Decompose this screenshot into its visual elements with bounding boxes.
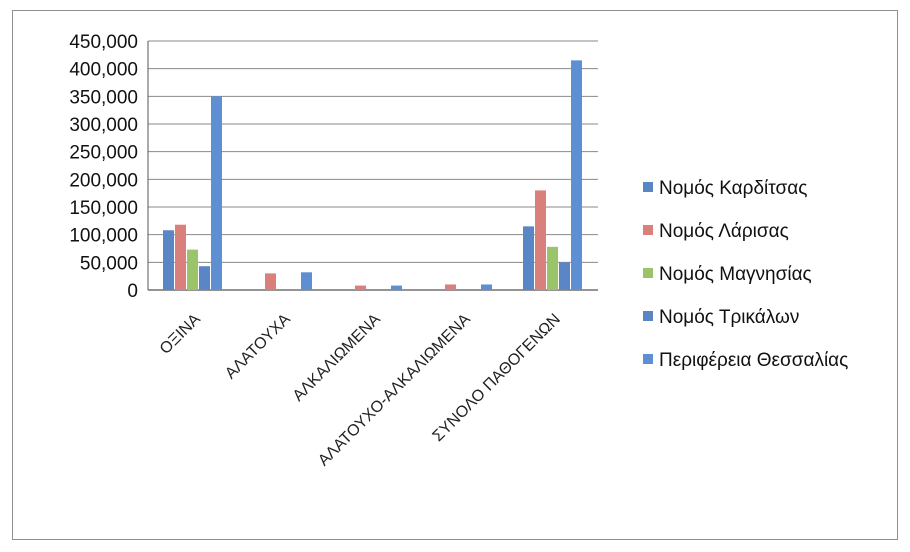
- y-tick-label: 450,000: [69, 32, 138, 53]
- legend-swatch: [643, 268, 653, 278]
- category-label: ΟΞΙΝΑ: [157, 311, 204, 358]
- legend-swatch: [643, 225, 653, 235]
- y-tick-label: 200,000: [69, 170, 138, 191]
- bar: [265, 273, 276, 290]
- bar: [211, 96, 222, 290]
- bar: [391, 285, 402, 290]
- y-tick-label: 250,000: [69, 143, 138, 164]
- bar: [523, 226, 534, 290]
- bar: [175, 224, 186, 290]
- legend-swatch: [643, 182, 653, 192]
- legend-label: Νομός Καρδίτσας: [659, 178, 807, 199]
- legend-label: Νομός Τρικάλων: [659, 307, 799, 328]
- bar: [163, 230, 174, 290]
- y-tick-label: 0: [127, 281, 138, 302]
- bar: [571, 60, 582, 290]
- bar: [355, 285, 366, 290]
- bar: [445, 284, 456, 290]
- bar: [301, 272, 312, 290]
- legend-label: Νομός Μαγνησίας: [659, 264, 812, 285]
- category-label: ΑΛΚΑΛΙΩΜΕΝΑ: [290, 311, 384, 405]
- y-tick-label: 300,000: [69, 115, 138, 136]
- bar: [187, 249, 198, 290]
- bar: [535, 190, 546, 290]
- bar: [547, 246, 558, 290]
- legend-label: Περιφέρεια Θεσσαλίας: [659, 350, 848, 371]
- y-tick-label: 50,000: [80, 253, 138, 274]
- y-tick-label: 100,000: [69, 226, 138, 247]
- category-label: ΑΛΑΤΟΥΧΟ-ΑΛΚΑΛΙΩΜΕΝΑ: [315, 311, 474, 470]
- category-label: ΑΛΑΤΟΥΧΑ: [222, 311, 294, 383]
- y-tick-label: 350,000: [69, 87, 138, 108]
- legend-swatch: [643, 354, 653, 364]
- bar-chart: 450,000 400,000 350,000 300,000 250,000 200,0…: [69, 32, 848, 470]
- chart-frame: 450,000 400,000 350,000 300,000 250,000 200,0…: [12, 10, 898, 540]
- bar: [481, 284, 492, 290]
- legend-swatch: [643, 311, 653, 321]
- y-tick-label: 150,000: [69, 198, 138, 219]
- y-tick-label: 400,000: [69, 60, 138, 81]
- bar: [559, 262, 570, 290]
- legend-label: Νομός Λάρισας: [659, 221, 789, 242]
- bar: [199, 266, 210, 290]
